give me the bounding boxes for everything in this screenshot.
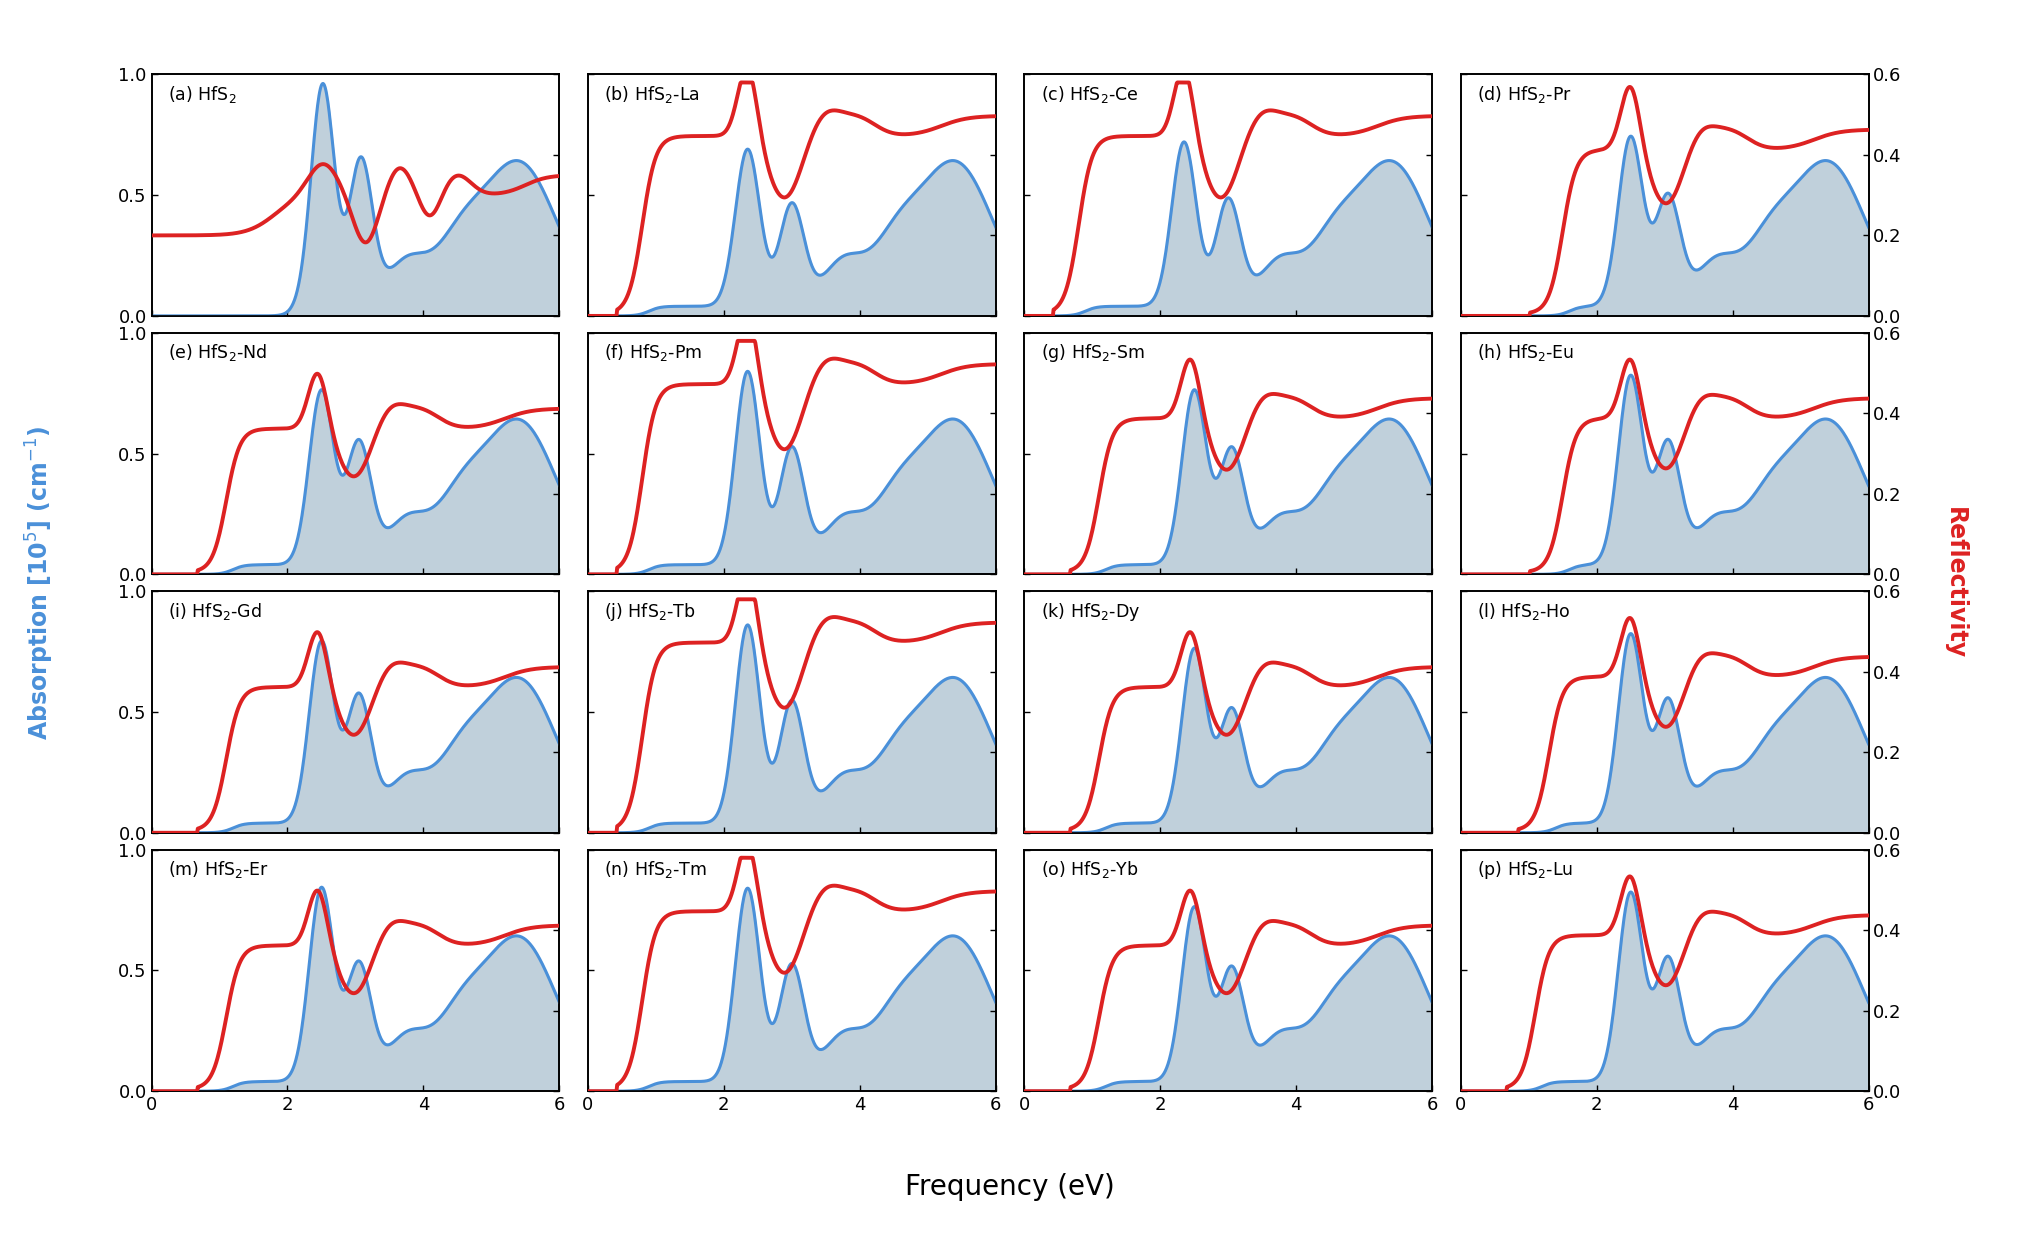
Text: (h) HfS$_2$-Eu: (h) HfS$_2$-Eu <box>1477 342 1574 363</box>
Text: (l) HfS$_2$-Ho: (l) HfS$_2$-Ho <box>1477 601 1572 622</box>
Text: (i) HfS$_2$-Gd: (i) HfS$_2$-Gd <box>168 601 261 622</box>
Text: (g) HfS$_2$-Sm: (g) HfS$_2$-Sm <box>1040 342 1143 365</box>
Text: (p) HfS$_2$-Lu: (p) HfS$_2$-Lu <box>1477 859 1574 882</box>
Text: (f) HfS$_2$-Pm: (f) HfS$_2$-Pm <box>604 342 703 363</box>
Text: (o) HfS$_2$-Yb: (o) HfS$_2$-Yb <box>1040 859 1137 880</box>
Text: (d) HfS$_2$-Pr: (d) HfS$_2$-Pr <box>1477 84 1572 105</box>
Text: (e) HfS$_2$-Nd: (e) HfS$_2$-Nd <box>168 342 267 363</box>
Text: (b) HfS$_2$-La: (b) HfS$_2$-La <box>604 84 699 105</box>
Text: Reflectivity: Reflectivity <box>1943 507 1967 658</box>
Text: (n) HfS$_2$-Tm: (n) HfS$_2$-Tm <box>604 859 707 880</box>
Text: Absorption [10$^5$] (cm$^{-1}$): Absorption [10$^5$] (cm$^{-1}$) <box>24 425 57 740</box>
Text: (m) HfS$_2$-Er: (m) HfS$_2$-Er <box>168 859 269 880</box>
Text: (j) HfS$_2$-Tb: (j) HfS$_2$-Tb <box>604 601 695 622</box>
Text: (a) HfS$_2$: (a) HfS$_2$ <box>168 84 236 105</box>
Text: (k) HfS$_2$-Dy: (k) HfS$_2$-Dy <box>1040 601 1139 622</box>
Text: Frequency (eV): Frequency (eV) <box>905 1173 1115 1200</box>
Text: (c) HfS$_2$-Ce: (c) HfS$_2$-Ce <box>1040 84 1137 105</box>
